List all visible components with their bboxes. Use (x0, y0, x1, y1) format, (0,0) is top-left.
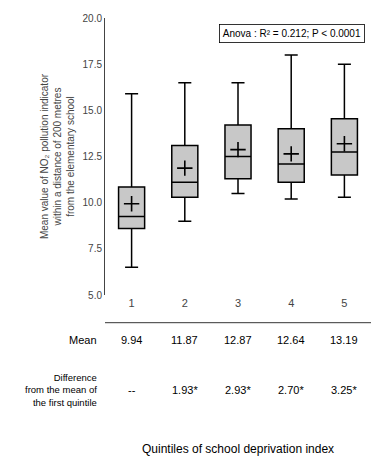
svg-text:9.94: 9.94 (121, 334, 142, 346)
svg-text:5.0: 5.0 (88, 290, 102, 301)
svg-text:12.87: 12.87 (224, 334, 252, 346)
svg-text:3.25*: 3.25* (331, 384, 357, 396)
svg-text:17.5: 17.5 (83, 59, 103, 70)
svg-text:2.93*: 2.93* (225, 384, 251, 396)
svg-text:7.5: 7.5 (88, 243, 102, 254)
svg-text:11.87: 11.87 (171, 334, 198, 346)
svg-text:15.0: 15.0 (83, 105, 103, 116)
svg-text:2: 2 (182, 297, 188, 309)
svg-text:5: 5 (341, 297, 347, 309)
svg-text:Quintiles of school deprivatio: Quintiles of school deprivation index (142, 442, 334, 456)
svg-text:Mean value of NO₂ pollution in: Mean value of NO₂ pollution indicatorwit… (39, 73, 76, 239)
svg-text:12.5: 12.5 (83, 151, 103, 162)
svg-text:1: 1 (129, 297, 135, 309)
svg-text:--: -- (128, 384, 136, 396)
svg-text:3: 3 (235, 297, 241, 309)
svg-text:20.0: 20.0 (83, 13, 103, 24)
svg-text:Anova : R² = 0.212; P < 0.0001: Anova : R² = 0.212; P < 0.0001 (223, 28, 361, 39)
svg-text:2.70*: 2.70* (278, 384, 304, 396)
svg-text:Mean: Mean (69, 334, 97, 346)
svg-text:Differencefrom the mean ofthe: Differencefrom the mean ofthe first quin… (25, 372, 97, 408)
svg-text:13.19: 13.19 (330, 334, 358, 346)
svg-text:10.0: 10.0 (83, 197, 103, 208)
svg-text:12.64: 12.64 (277, 334, 305, 346)
svg-text:4: 4 (288, 297, 294, 309)
svg-text:1.93*: 1.93* (172, 384, 198, 396)
